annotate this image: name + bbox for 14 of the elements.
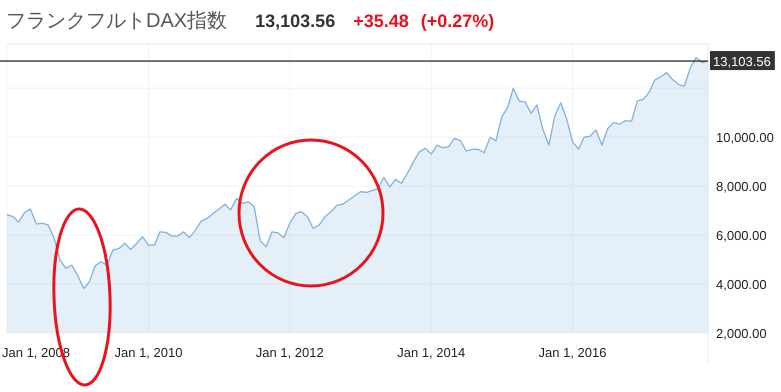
y-tick-label: 10,000.00	[716, 130, 774, 146]
chart-title: フランクフルトDAX指数	[6, 10, 228, 32]
text: +35.48	[353, 11, 409, 31]
y-tick-label: 4,000.00	[716, 277, 767, 292]
x-tick-label: Jan 1, 2016	[538, 345, 606, 360]
y-tick-label: 6,000.00	[716, 228, 767, 244]
x-tick-label: Jan 1, 2014	[397, 345, 466, 360]
text: (+0.27%)	[420, 11, 494, 31]
x-tick-label: Jan 1, 2010	[114, 345, 182, 360]
text: 13,103.56	[255, 11, 336, 31]
x-tick-label: Jan 1, 2012	[256, 345, 324, 360]
y-tick-label: 2,000.00	[716, 326, 767, 341]
y-tick-label: 8,000.00	[716, 179, 767, 194]
ref-line-label: 13,103.56	[713, 54, 771, 70]
